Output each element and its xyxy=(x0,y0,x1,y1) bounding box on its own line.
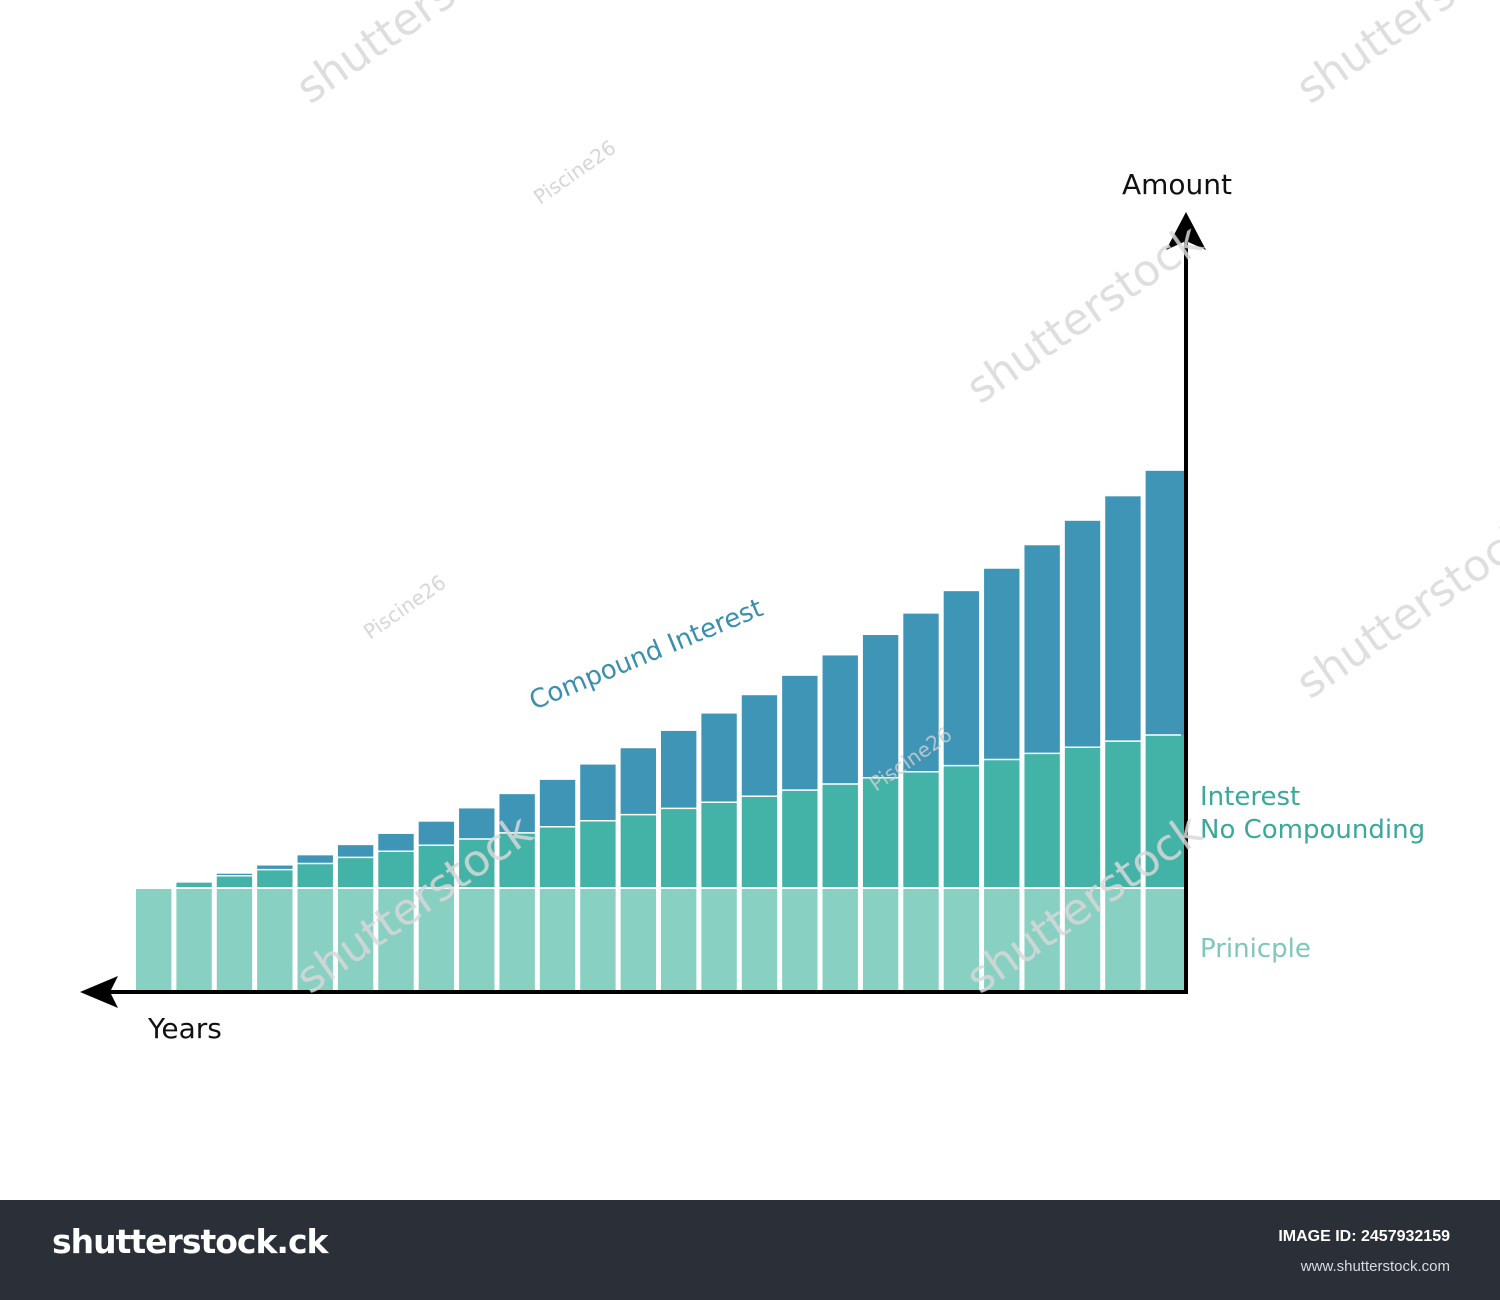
bar-segment-compound-interest xyxy=(984,568,1020,760)
bar-segment-compound-interest xyxy=(782,675,818,791)
bar-segment-simple-interest xyxy=(216,875,253,888)
bar-segment-compound-interest xyxy=(418,821,455,846)
watermark-brand: shutterstock xyxy=(1287,0,1500,114)
watermark-brand: shutterstock xyxy=(957,214,1212,414)
bar-segment-simple-interest xyxy=(580,820,616,888)
bar-segment-simple-interest xyxy=(1064,747,1101,888)
bar-segment-principle xyxy=(1105,888,1141,990)
bar-segment-principle xyxy=(984,888,1020,990)
bar-segment-principle xyxy=(701,888,737,990)
bar-segment-compound-interest xyxy=(1105,496,1141,742)
bar-segment-principle xyxy=(862,888,899,990)
bar-segment-simple-interest xyxy=(257,869,293,888)
bar-segment-compound-interest xyxy=(943,591,980,766)
bar-segment-principle xyxy=(257,888,293,990)
bar-segment-simple-interest xyxy=(782,790,818,888)
bar-segment-simple-interest xyxy=(1024,753,1060,888)
bar-segment-principle xyxy=(903,888,939,990)
bar-segment-simple-interest xyxy=(822,783,858,888)
y-axis-arrow xyxy=(1166,212,1206,250)
watermark-brand: shutterstock xyxy=(287,0,542,114)
bar-segment-principle xyxy=(1145,888,1186,990)
bar-segment-compound-interest xyxy=(862,635,899,778)
bar-segment-principle xyxy=(1064,888,1101,990)
bar-segment-compound-interest xyxy=(903,613,939,772)
principle-label: Prinicple xyxy=(1200,934,1311,964)
bar-segment-compound-interest xyxy=(499,794,535,833)
bar-segment-simple-interest xyxy=(337,857,374,888)
bar-segment-simple-interest xyxy=(661,808,697,888)
bar-segment-compound-interest xyxy=(297,855,333,864)
bar-segment-simple-interest xyxy=(903,771,939,888)
bar-segment-principle xyxy=(216,888,253,990)
bar-stack-group xyxy=(136,470,1186,990)
footer-bar: shutterstock.ck IMAGE ID: 2457932159 www… xyxy=(0,1200,1500,1300)
bar-segment-compound-interest xyxy=(337,845,374,858)
bar-segment-principle xyxy=(822,888,858,990)
bar-segment-compound-interest xyxy=(459,808,495,840)
bar-segment-compound-interest xyxy=(741,695,778,797)
footer-site-url: www.shutterstock.com xyxy=(1300,1258,1450,1275)
bar-segment-simple-interest xyxy=(176,881,212,888)
bar-segment-simple-interest xyxy=(701,802,737,888)
bar-segment-compound-interest xyxy=(257,865,293,870)
bar-segment-principle xyxy=(136,888,172,990)
watermark-contributor: Piscine26 xyxy=(359,570,450,644)
watermark-brand: shutterstock xyxy=(1287,509,1500,709)
bar-segment-principle xyxy=(782,888,818,990)
bar-segment-principle xyxy=(741,888,778,990)
bar-segment-simple-interest xyxy=(862,777,899,888)
bar-segment-compound-interest xyxy=(539,779,576,827)
bar-segment-simple-interest xyxy=(1105,741,1141,888)
bar-segment-principle xyxy=(580,888,616,990)
bar-segment-simple-interest xyxy=(620,814,656,888)
bar-segment-principle xyxy=(297,888,333,990)
bar-segment-simple-interest xyxy=(943,765,980,888)
bar-segment-principle xyxy=(620,888,656,990)
footer-brand-logo: shutterstock.ck xyxy=(52,1222,328,1261)
bar-segment-simple-interest xyxy=(459,839,495,888)
bar-segment-compound-interest xyxy=(1064,520,1101,748)
bar-segment-principle xyxy=(418,888,455,990)
x-axis-arrow xyxy=(80,976,118,1008)
bar-segment-principle xyxy=(459,888,495,990)
bar-segment-simple-interest xyxy=(539,826,576,888)
bar-segment-simple-interest xyxy=(499,832,535,888)
bar-segment-simple-interest xyxy=(378,851,414,888)
bar-segment-principle xyxy=(661,888,697,990)
bar-segment-simple-interest xyxy=(418,845,455,888)
bar-segment-principle xyxy=(499,888,535,990)
x-axis-label: Years xyxy=(147,1012,222,1045)
bar-segment-compound-interest xyxy=(822,655,858,784)
footer-image-id: IMAGE ID: 2457932159 xyxy=(1278,1228,1450,1245)
bar-segment-simple-interest xyxy=(741,796,778,888)
bar-segment-principle xyxy=(378,888,414,990)
bar-segment-simple-interest xyxy=(984,759,1020,888)
y-axis-label: Amount xyxy=(1122,168,1232,201)
bar-segment-simple-interest xyxy=(1145,735,1186,888)
bar-segment-compound-interest xyxy=(661,730,697,809)
compound-interest-chart: Amount Years Compound Interest Interest … xyxy=(80,0,1500,1045)
bar-segment-compound-interest xyxy=(701,713,737,803)
compound-interest-label: Compound Interest xyxy=(525,593,767,716)
interest-no-compounding-label-line1: Interest xyxy=(1200,782,1300,812)
interest-no-compounding-label-line2: No Compounding xyxy=(1200,815,1425,845)
bar-segment-compound-interest xyxy=(216,873,253,876)
bar-segment-compound-interest xyxy=(1024,545,1060,754)
bar-segment-compound-interest xyxy=(620,748,656,815)
bar-segment-principle xyxy=(176,888,212,990)
bar-segment-compound-interest xyxy=(378,833,414,852)
bar-segment-compound-interest xyxy=(1145,470,1186,735)
watermark-contributor: Piscine26 xyxy=(529,135,620,209)
bar-segment-principle xyxy=(943,888,980,990)
simple-interest-boundary xyxy=(136,734,1181,889)
bar-segment-principle xyxy=(539,888,576,990)
bar-segment-compound-interest xyxy=(580,764,616,821)
bar-segment-principle xyxy=(337,888,374,990)
bar-segment-simple-interest xyxy=(297,863,333,888)
bar-segment-principle xyxy=(1024,888,1060,990)
